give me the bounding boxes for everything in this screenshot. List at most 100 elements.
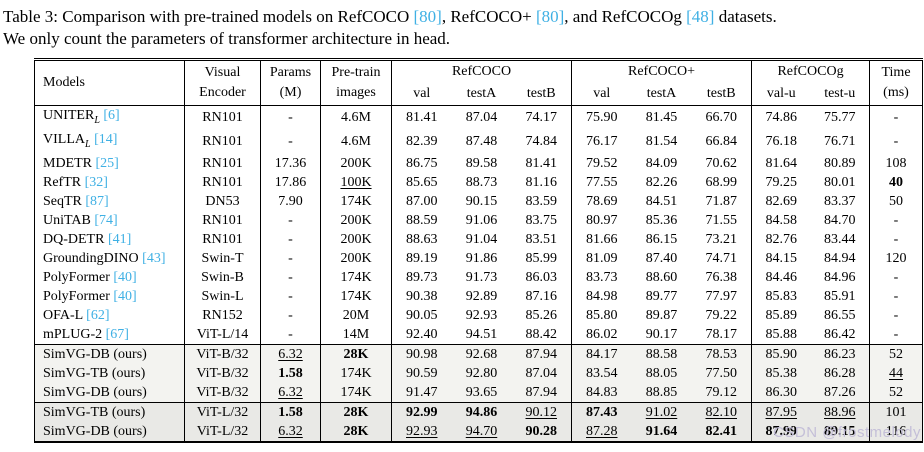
cell-time: - xyxy=(869,210,923,230)
citation-link[interactable]: [32] xyxy=(84,174,108,190)
cell-model: mPLUG-2 [67] xyxy=(35,325,185,345)
cell-refcoco-testa: 92.89 xyxy=(452,287,512,306)
cell-refcoco-testb: 74.17 xyxy=(512,106,572,130)
header-models: Models xyxy=(43,75,85,90)
citation-link[interactable]: [74] xyxy=(94,212,118,228)
cell-visual-encoder-value: RN152 xyxy=(202,307,243,323)
cell-visual-encoder: Swin-B xyxy=(184,267,261,287)
cell-refcoco-plus-val: 75.90 xyxy=(571,105,632,130)
model-name: PolyFormer xyxy=(43,269,110,285)
citation-link[interactable]: [62] xyxy=(86,307,110,323)
cell-refcoco-plus-testb-value: 71.87 xyxy=(705,193,738,209)
citation-link[interactable]: [6] xyxy=(103,108,120,123)
header-refcoco-testa: testA xyxy=(466,86,497,101)
cell-pretrain-images-value: 4.6M xyxy=(341,134,371,150)
cell-params: - xyxy=(260,267,321,287)
citation-link[interactable]: [25] xyxy=(95,155,119,171)
table-row: SimVG-TB (ours) ViT-L/32 1.58 28K 92.99 94.86… xyxy=(34,401,923,422)
cell-refcoco-plus-testa-value: 84.09 xyxy=(645,155,678,171)
citation-link[interactable]: [41] xyxy=(107,231,132,247)
cell-refcoco-val: 90.59 xyxy=(391,363,452,383)
citation-link[interactable]: [67] xyxy=(105,326,129,342)
citation-link[interactable]: [80] xyxy=(413,7,442,26)
citation-link[interactable]: [40] xyxy=(113,269,137,285)
cell-refcoco-plus-val-value: 79.52 xyxy=(586,155,618,171)
cell-refcoco-val-value: 90.38 xyxy=(406,288,438,304)
cell-params-value: - xyxy=(288,250,293,266)
cell-pretrain-images: 174K xyxy=(320,191,392,211)
citation-link[interactable]: [80] xyxy=(535,7,565,26)
table-row: MDETR [25] RN101 17.36 200K 86.75 89.58 81.41 7… xyxy=(35,153,923,173)
cell-pretrain-images: 4.6M xyxy=(320,105,392,130)
header-group-refcoco: RefCOCO xyxy=(391,59,572,83)
cell-params-value: - xyxy=(288,269,293,285)
cell-refcocog-testu-value: 75.77 xyxy=(824,110,856,126)
cell-params-value: - xyxy=(288,134,293,150)
cell-refcoco-plus-val-value: 85.80 xyxy=(586,307,618,323)
cell-refcocog-valu: 85.38 xyxy=(751,363,811,383)
model-name: RefTR xyxy=(43,174,82,190)
cell-refcoco-testa-value: 94.51 xyxy=(465,326,498,342)
cell-visual-encoder: Swin-L xyxy=(184,286,261,306)
cell-visual-encoder: RN101 xyxy=(184,105,261,130)
header-visual-encoder: Visual Encoder xyxy=(184,59,261,106)
model-name-subscript: L xyxy=(94,114,100,126)
cell-refcoco-plus-testb: 71.55 xyxy=(692,211,752,230)
cell-refcoco-plus-testb-value: 82.41 xyxy=(705,423,738,439)
cell-visual-encoder-value: RN101 xyxy=(202,212,243,228)
cell-refcoco-plus-testa: 84.09 xyxy=(632,154,692,173)
cell-model: SimVG-DB (ours) xyxy=(34,343,185,364)
cell-refcoco-val: 92.40 xyxy=(391,324,452,345)
cell-refcoco-val-value: 91.47 xyxy=(406,384,438,400)
cell-refcoco-plus-testa: 81.45 xyxy=(632,106,692,130)
citation-link[interactable]: [87] xyxy=(85,193,109,209)
cell-params-value: 6.32 xyxy=(278,423,303,439)
cell-visual-encoder-value: RN101 xyxy=(202,231,243,247)
cell-refcocog-valu-value: 87.95 xyxy=(765,404,798,420)
cell-pretrain-images: 20M xyxy=(320,305,392,325)
cell-time-value: - xyxy=(893,288,899,304)
citation-link[interactable]: [40] xyxy=(113,288,137,304)
cell-time-value: 120 xyxy=(885,250,907,266)
cell-model: SeqTR [87] xyxy=(35,192,185,211)
table-row: OFA-L [62] RN152 - 20M 90.05 92.93 85.26 85.80 8… xyxy=(35,305,923,325)
cell-refcoco-plus-testb-value: 73.21 xyxy=(705,231,738,247)
cell-refcocog-testu-value: 83.37 xyxy=(824,193,856,209)
cell-model: RefTR [32] xyxy=(35,173,185,192)
cell-time: 44 xyxy=(869,363,923,383)
cell-refcoco-plus-testb: 76.38 xyxy=(692,268,752,287)
cell-refcoco-testb-value: 86.03 xyxy=(525,269,558,285)
cell-refcoco-val-value: 89.73 xyxy=(406,269,438,285)
cell-time-value: - xyxy=(893,307,899,323)
cell-refcoco-plus-testb: 82.10 xyxy=(691,401,752,422)
cell-refcoco-plus-val: 83.54 xyxy=(571,363,632,383)
cell-refcoco-plus-testb: 77.50 xyxy=(691,363,752,383)
cell-model: SimVG-TB (ours) xyxy=(34,401,185,422)
cell-refcoco-plus-val-value: 75.90 xyxy=(586,110,618,126)
model-name: mPLUG-2 xyxy=(43,326,103,342)
citation-link[interactable]: [48] xyxy=(686,7,715,26)
citation-link[interactable]: [14] xyxy=(94,131,118,147)
cell-refcoco-testb-value: 74.84 xyxy=(525,134,558,150)
header-refcocog-testu: test-u xyxy=(824,86,856,101)
cell-visual-encoder-value: Swin-L xyxy=(201,288,244,304)
citation-link[interactable]: [43] xyxy=(142,250,166,266)
cell-time-value: 52 xyxy=(889,346,904,362)
cell-refcocog-valu-value: 87.99 xyxy=(765,423,798,439)
cell-refcocog-valu: 74.86 xyxy=(751,105,811,130)
cell-refcoco-plus-testa: 88.58 xyxy=(631,343,692,364)
cell-refcoco-val: 88.59 xyxy=(391,210,452,230)
cell-params-value: - xyxy=(288,307,293,323)
cell-refcocog-testu-value: 89.15 xyxy=(824,423,856,439)
table-row: SeqTR [87] DN53 7.90 174K 87.00 90.15 83.59 78.… xyxy=(35,191,923,211)
cell-refcoco-plus-testb-value: 77.97 xyxy=(705,288,738,304)
header-refcocop-testb: testB xyxy=(706,86,736,101)
cell-refcoco-testb: 85.99 xyxy=(512,249,572,268)
cell-refcoco-plus-val: 79.52 xyxy=(571,153,632,173)
cell-refcoco-val: 89.73 xyxy=(391,267,452,287)
cell-pretrain-images-value: 200K xyxy=(340,212,372,228)
cell-refcocog-valu: 76.18 xyxy=(751,129,811,154)
cell-refcoco-testb-value: 81.16 xyxy=(525,174,558,190)
cell-refcoco-plus-testb-value: 68.99 xyxy=(705,174,738,190)
cell-refcoco-plus-val: 81.66 xyxy=(571,229,632,249)
